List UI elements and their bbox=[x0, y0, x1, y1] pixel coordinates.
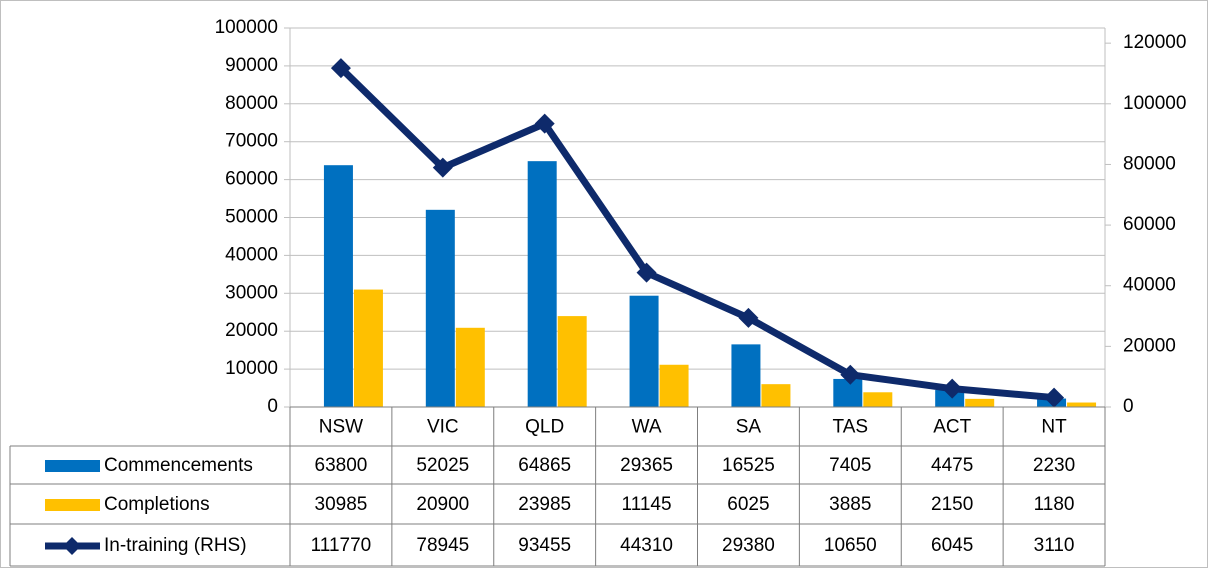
bar bbox=[761, 384, 791, 407]
marker bbox=[840, 364, 861, 385]
table-cell: 10650 bbox=[824, 535, 877, 556]
bar bbox=[455, 327, 485, 407]
bar bbox=[323, 165, 353, 407]
line bbox=[338, 65, 1055, 402]
table-cell: 23985 bbox=[518, 494, 571, 515]
legend-label: Commencements bbox=[104, 455, 253, 476]
table-cell: 16525 bbox=[722, 455, 775, 476]
table-cell: 7405 bbox=[829, 455, 871, 476]
y-tick-label: 10000 bbox=[225, 358, 278, 379]
marker bbox=[330, 58, 351, 79]
y2-tick-label: 20000 bbox=[1123, 335, 1176, 356]
y-tick-label: 30000 bbox=[225, 282, 278, 303]
bar bbox=[833, 378, 863, 407]
table-cell: 52025 bbox=[416, 455, 469, 476]
y2-tick-label: 0 bbox=[1123, 396, 1134, 417]
bar bbox=[557, 316, 587, 407]
table-cell: 3885 bbox=[829, 494, 871, 515]
bar bbox=[935, 390, 965, 407]
bar bbox=[425, 209, 455, 407]
bar bbox=[659, 364, 689, 407]
table-cell: 4475 bbox=[931, 455, 973, 476]
x-tick-label: TAS bbox=[833, 417, 869, 438]
y2-tick-label: 120000 bbox=[1123, 32, 1186, 53]
table-cell: 6025 bbox=[727, 494, 769, 515]
marker bbox=[432, 157, 453, 178]
marker bbox=[942, 378, 963, 399]
x-tick-label: QLD bbox=[525, 417, 564, 438]
bar bbox=[863, 392, 893, 407]
y-tick-label: 0 bbox=[267, 396, 278, 417]
y-tick-label: 80000 bbox=[225, 93, 278, 114]
y2-tick-label: 40000 bbox=[1123, 275, 1176, 296]
y-tick-label: 20000 bbox=[225, 320, 278, 341]
table-cell: 11145 bbox=[622, 494, 672, 515]
table-cell: 29365 bbox=[620, 455, 673, 476]
x-tick-label: NSW bbox=[319, 417, 363, 438]
marker bbox=[534, 113, 555, 134]
bar bbox=[353, 289, 383, 407]
y2-tick-label: 60000 bbox=[1123, 214, 1176, 235]
table-cell: 1180 bbox=[1034, 494, 1075, 515]
table-cell: 63800 bbox=[315, 455, 368, 476]
bar bbox=[965, 398, 995, 407]
bar bbox=[1067, 402, 1097, 407]
y-tick-label: 50000 bbox=[225, 207, 278, 228]
legend-label: Completions bbox=[104, 494, 210, 515]
table-cell: 93455 bbox=[518, 535, 571, 556]
legend-key bbox=[63, 537, 81, 555]
y-tick-label: 70000 bbox=[225, 131, 278, 152]
y-tick-label: 40000 bbox=[225, 244, 278, 265]
bar bbox=[629, 295, 659, 407]
legend-key bbox=[45, 460, 100, 472]
table-cell: 78945 bbox=[416, 535, 469, 556]
bar bbox=[527, 161, 557, 407]
table-cell: 30985 bbox=[315, 494, 368, 515]
marker bbox=[738, 307, 759, 328]
legend-label: In-training (RHS) bbox=[104, 535, 247, 556]
table-cell: 64865 bbox=[518, 455, 571, 476]
table-cell: 3110 bbox=[1034, 535, 1075, 556]
table-cell: 111770 bbox=[311, 535, 372, 556]
table-cell: 29380 bbox=[722, 535, 775, 556]
table-cell: 44310 bbox=[620, 535, 673, 556]
x-tick-label: SA bbox=[736, 417, 762, 438]
table-cell: 2230 bbox=[1033, 455, 1075, 476]
table-cell: 6045 bbox=[931, 535, 973, 556]
y2-tick-label: 80000 bbox=[1123, 153, 1176, 174]
marker bbox=[1044, 387, 1065, 408]
y-tick-label: 60000 bbox=[225, 169, 278, 190]
marker bbox=[636, 262, 657, 283]
table-cell: 2150 bbox=[931, 494, 973, 515]
legend-key bbox=[45, 499, 100, 511]
y-tick-label: 90000 bbox=[225, 55, 278, 76]
y-tick-label: 100000 bbox=[215, 17, 278, 38]
x-tick-label: ACT bbox=[933, 417, 971, 438]
x-tick-label: WA bbox=[632, 417, 662, 438]
y2-tick-label: 100000 bbox=[1123, 93, 1186, 114]
x-tick-label: VIC bbox=[427, 417, 459, 438]
x-tick-label: NT bbox=[1041, 417, 1067, 438]
bar bbox=[731, 344, 761, 407]
table-cell: 20900 bbox=[416, 494, 469, 515]
